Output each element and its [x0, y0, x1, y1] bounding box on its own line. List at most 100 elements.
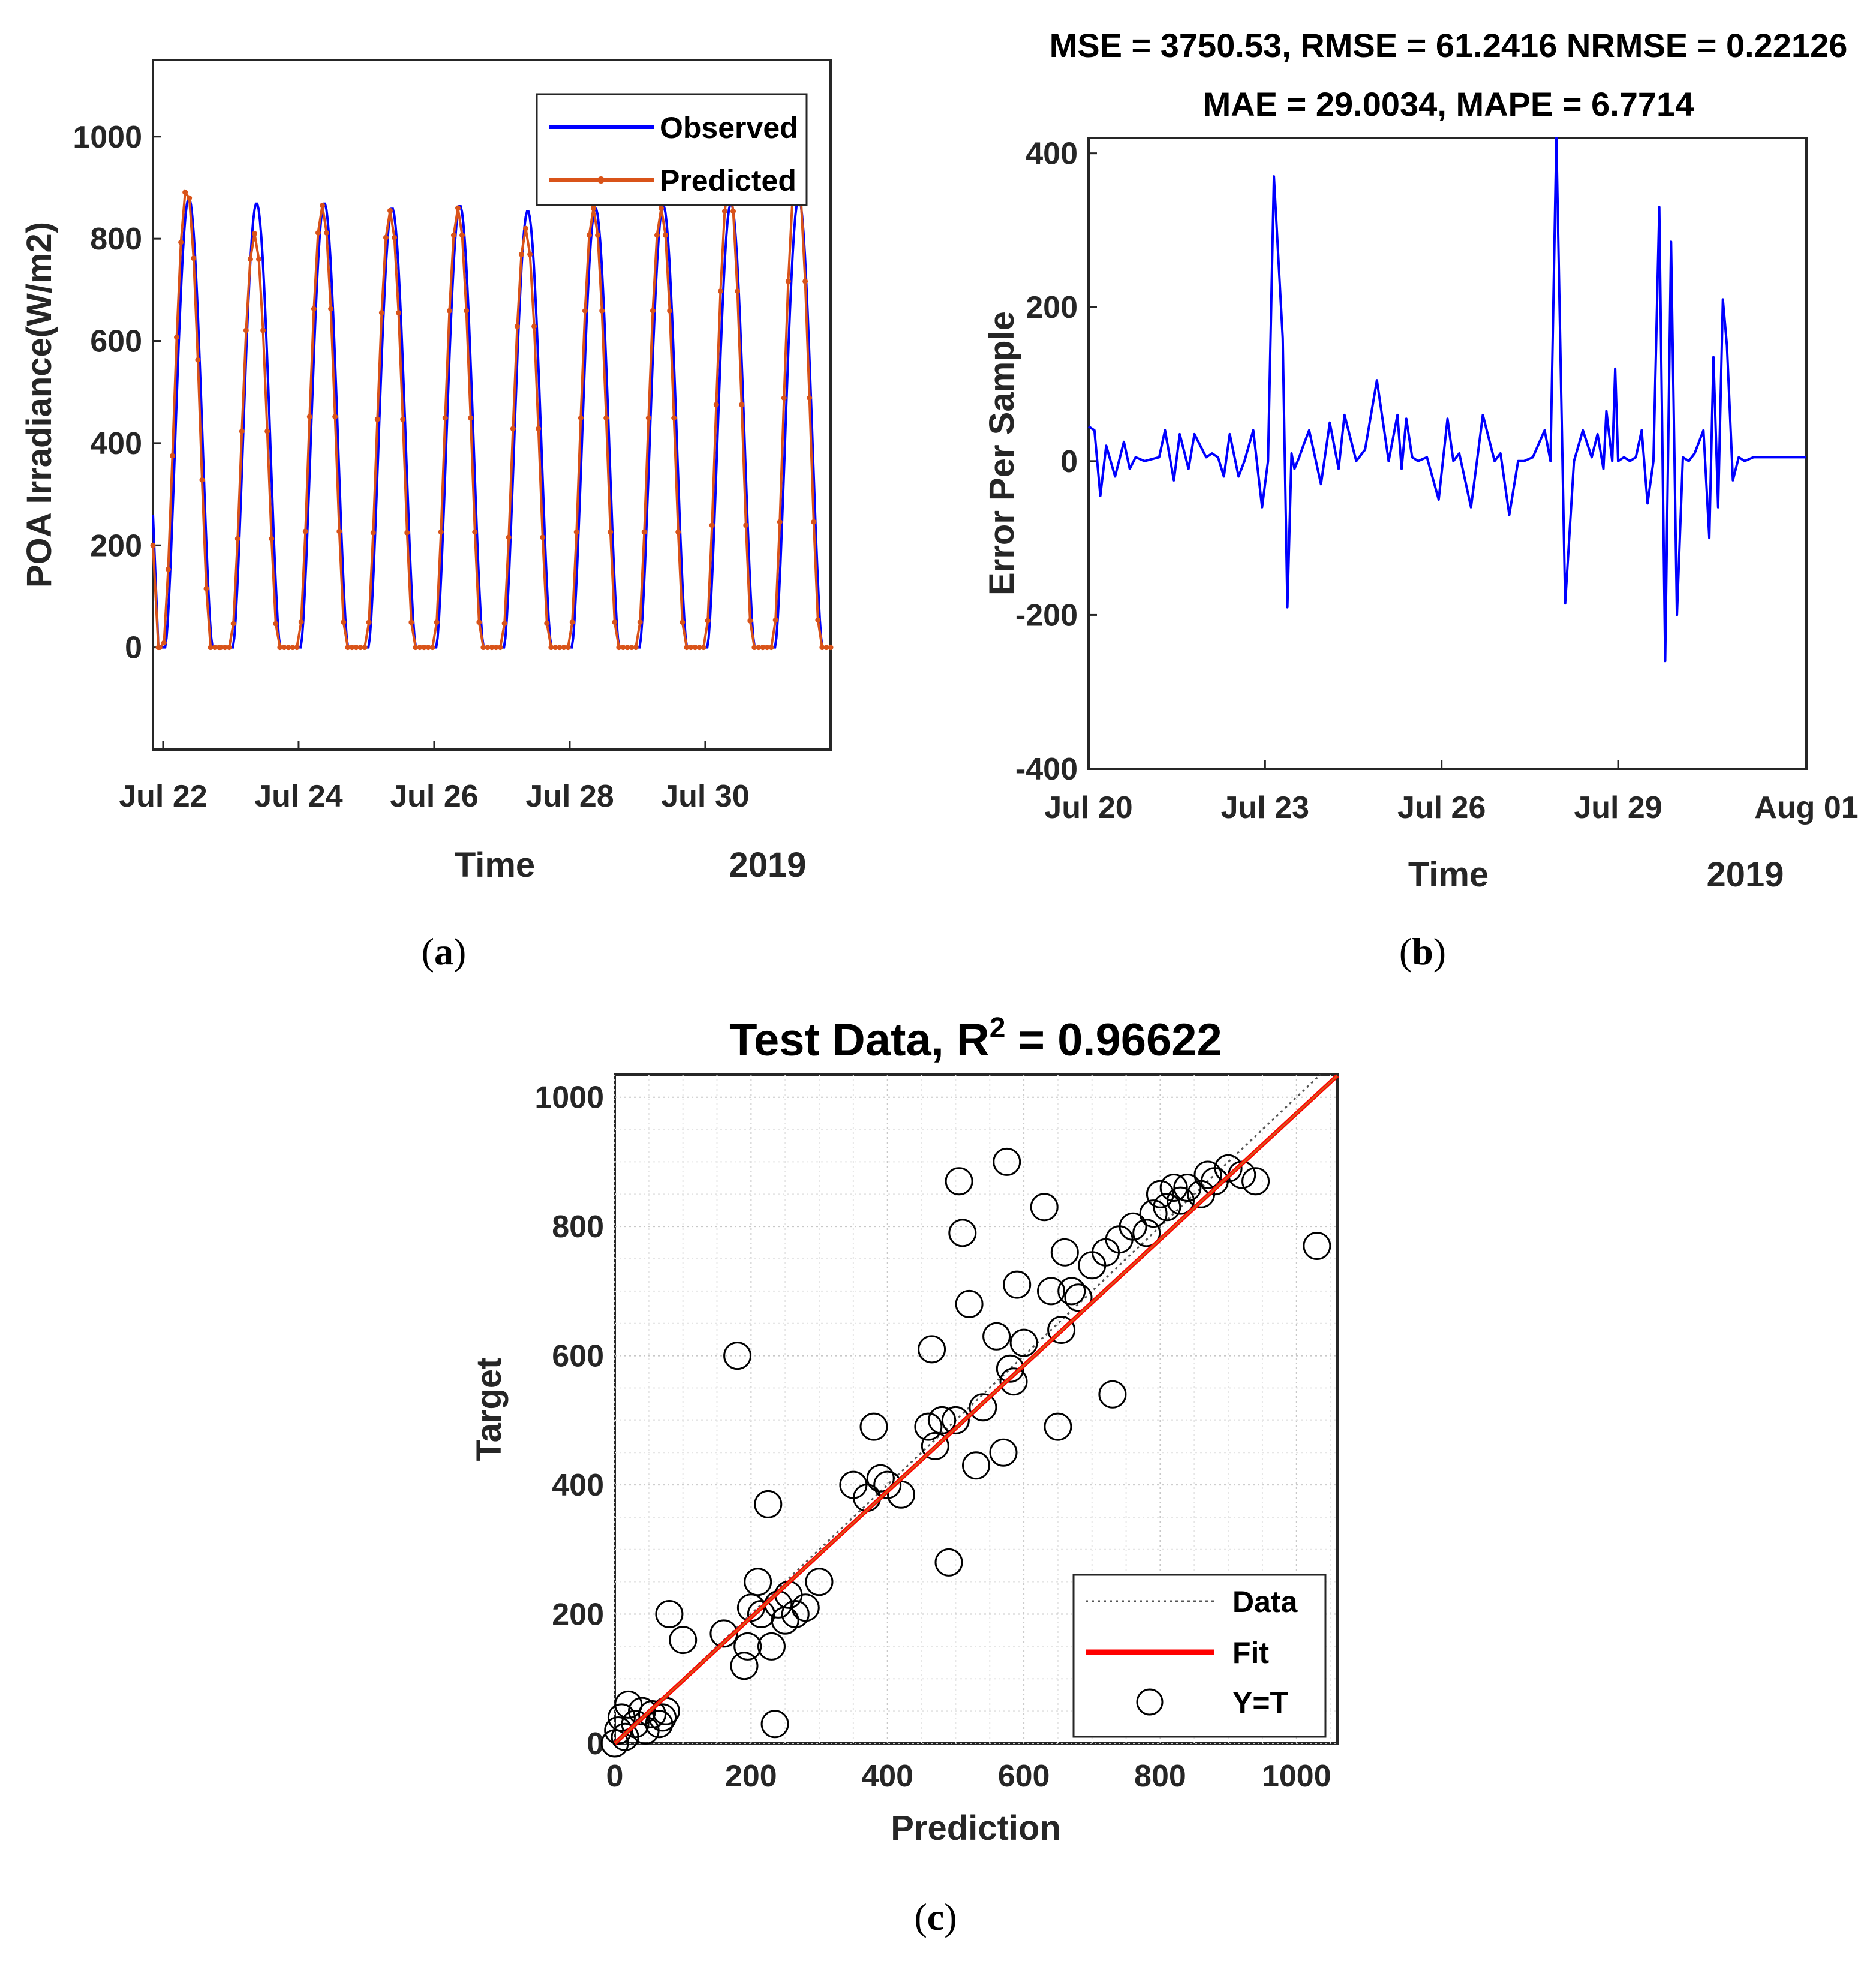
panel-b-axes-box	[1087, 137, 1808, 770]
predicted-point	[802, 278, 808, 284]
data-point	[1241, 1167, 1270, 1196]
predicted-point	[150, 542, 156, 548]
predicted-point	[785, 278, 791, 284]
predicted-point	[174, 335, 180, 341]
predicted-point	[667, 308, 673, 314]
predicted-point	[417, 645, 423, 651]
x-tick-label: 400	[861, 1759, 913, 1794]
predicted-point	[252, 231, 257, 237]
x-tick-label: Jul 26	[390, 779, 478, 814]
predicted-point	[569, 619, 575, 625]
panel-a-caption-letter: a	[434, 930, 453, 973]
predicted-point	[823, 645, 829, 651]
data-point	[1050, 1238, 1079, 1267]
predicted-point	[586, 232, 592, 238]
panel-c-title-tail: = 0.96622	[1005, 1015, 1222, 1066]
predicted-point	[735, 288, 741, 294]
predicted-point	[222, 645, 228, 651]
panel-c-caption: (c)	[914, 1896, 957, 1938]
data-point	[1009, 1328, 1038, 1357]
predicted-point	[760, 645, 766, 651]
predicted-point	[374, 416, 380, 422]
predicted-point	[663, 232, 669, 238]
predicted-point	[195, 357, 201, 363]
predicted-point	[743, 522, 749, 528]
predicted-point	[413, 645, 419, 651]
predicted-point	[421, 645, 427, 651]
data-point	[614, 1690, 643, 1719]
data-point	[1167, 1186, 1195, 1215]
data-point	[757, 1632, 786, 1661]
data-point	[1119, 1212, 1147, 1241]
y-tick-label: 600	[90, 324, 142, 359]
x-tick-label: 800	[1134, 1759, 1186, 1794]
panel-b-ylabel: Error Per Sample	[982, 311, 1021, 595]
scatter-points	[600, 1147, 1331, 1758]
x-tick-label: Jul 20	[1044, 790, 1132, 825]
x-tick-label: Jul 30	[661, 779, 749, 814]
predicted-point	[383, 234, 389, 240]
predicted-point	[277, 645, 283, 651]
predicted-point	[260, 327, 266, 333]
data-point	[1057, 1277, 1086, 1306]
predicted-point	[768, 645, 774, 651]
predicted-point	[501, 621, 507, 627]
predicted-point	[493, 645, 499, 651]
predicted-point	[208, 645, 214, 651]
predicted-point	[273, 621, 279, 627]
panel-a-xlabel: Time	[455, 846, 535, 885]
x-tick-label: Jul 29	[1574, 790, 1662, 825]
predicted-point	[654, 232, 660, 238]
predicted-point	[751, 645, 757, 651]
predicted-point	[641, 529, 647, 535]
data-point	[754, 1490, 783, 1518]
predicted-point	[370, 530, 376, 536]
y-tick-label: 800	[552, 1210, 604, 1244]
data-point	[1146, 1180, 1174, 1208]
data-point	[669, 1626, 698, 1655]
predicted-point	[294, 645, 300, 651]
predicted-point	[510, 426, 516, 432]
y-tick-label: -200	[1015, 598, 1078, 633]
legend-predicted-label: Predicted	[660, 164, 796, 197]
predicted-point	[396, 310, 402, 316]
predicted-point	[514, 323, 520, 329]
y-tick-label: 600	[552, 1339, 604, 1374]
data-point	[791, 1593, 820, 1622]
predicted-point	[362, 645, 368, 651]
predicted-point	[315, 230, 321, 236]
predicted-point	[506, 534, 512, 540]
predicted-point	[212, 645, 218, 651]
data-point	[648, 1703, 677, 1732]
predicted-point	[226, 645, 232, 651]
panel-b-title-line2: MAE = 29.0034, MAPE = 6.7714	[1203, 85, 1694, 123]
data-point	[600, 1729, 629, 1758]
data-point	[1193, 1160, 1222, 1189]
predicted-point	[178, 239, 184, 245]
panel-c-legend: Data Fit Y=T	[1072, 1574, 1327, 1738]
predicted-point	[701, 645, 706, 651]
data-point	[859, 1412, 888, 1441]
predicted-point	[434, 619, 440, 625]
x-tick-label: Aug 01	[1754, 790, 1858, 825]
predicted-point	[815, 617, 821, 623]
predicted-point	[772, 617, 778, 623]
data-point	[1064, 1283, 1093, 1312]
error-series	[1087, 137, 1806, 663]
predicted-point	[582, 308, 588, 314]
data-point	[655, 1600, 684, 1628]
predicted-point	[548, 645, 554, 651]
predicted-point	[696, 645, 702, 651]
predicted-point	[573, 529, 579, 535]
data-point	[1159, 1174, 1188, 1202]
predicted-point	[230, 621, 236, 627]
data-point	[709, 1619, 738, 1648]
predicted-point	[650, 308, 656, 314]
predicted-point	[256, 256, 262, 262]
x-tick-label: Jul 26	[1397, 790, 1486, 825]
legend-data-label: Data	[1232, 1585, 1298, 1619]
predicted-point	[450, 232, 456, 238]
data-point	[621, 1710, 650, 1739]
data-point	[1030, 1193, 1059, 1222]
